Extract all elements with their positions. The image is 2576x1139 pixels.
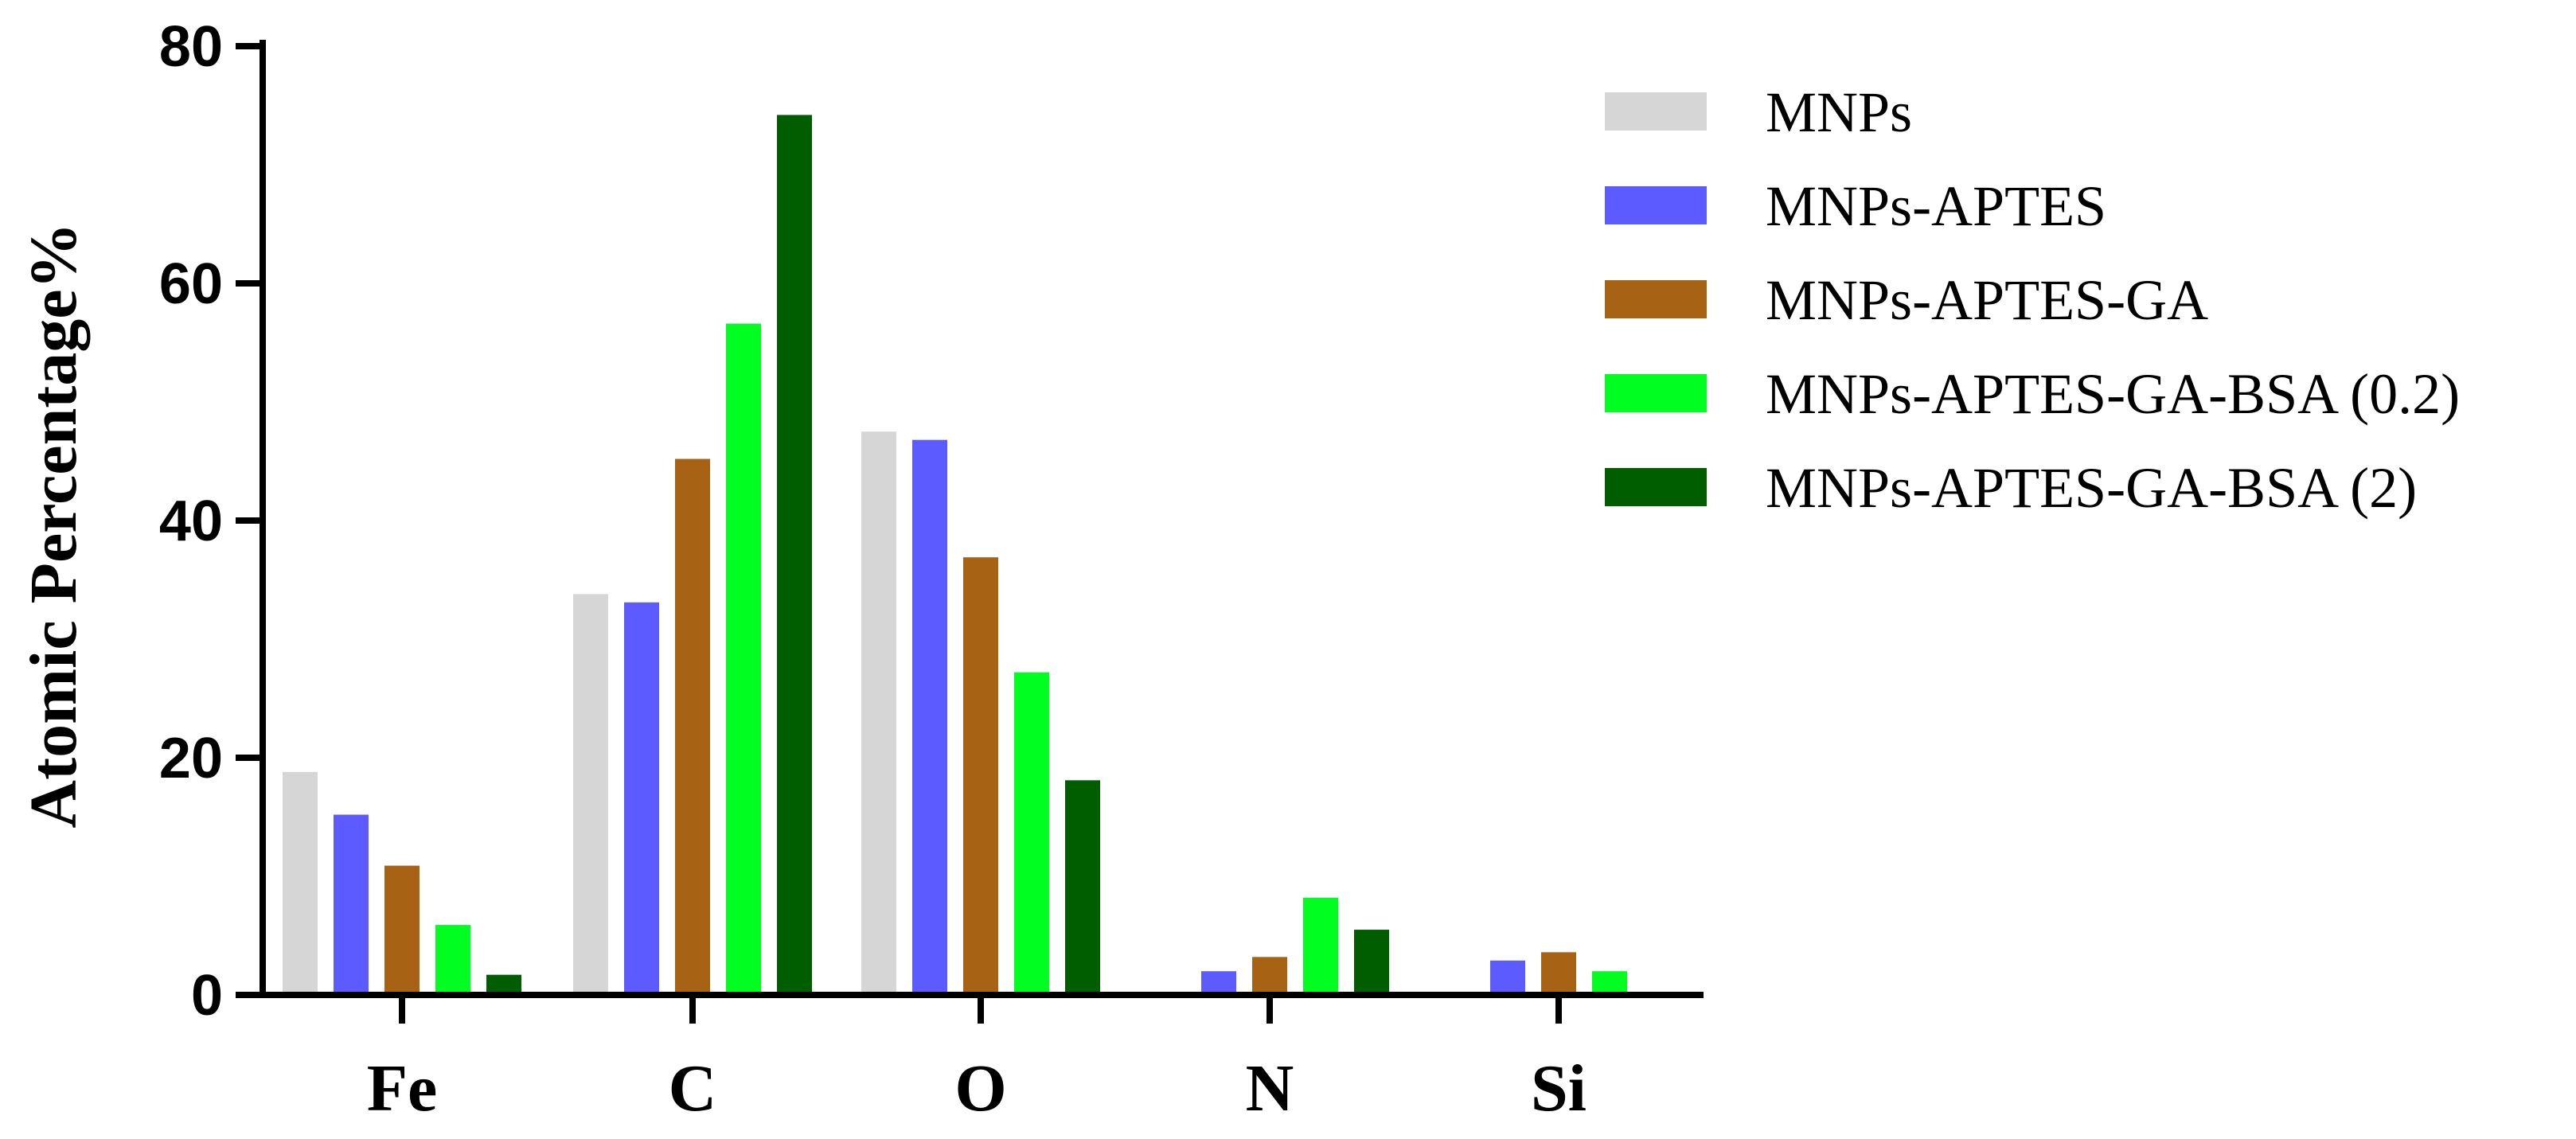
bar-fe-series-1 <box>283 771 318 995</box>
legend-label-1: MNPs <box>1766 80 1912 144</box>
bar-o-series-1 <box>861 431 896 995</box>
bars-layer <box>283 115 1627 995</box>
legend-swatch-1 <box>1605 92 1707 131</box>
x-tick-label-fe: Fe <box>367 1051 438 1125</box>
y-tick-label: 0 <box>191 964 223 1028</box>
bar-si-series-2 <box>1490 960 1525 995</box>
bar-c-series-5 <box>777 115 812 995</box>
x-tick-label-si: Si <box>1531 1051 1587 1125</box>
bar-c-series-2 <box>624 602 659 995</box>
bar-n-series-5 <box>1354 930 1389 995</box>
bar-si-series-3 <box>1541 952 1576 995</box>
bar-o-series-2 <box>912 439 947 995</box>
bar-n-series-3 <box>1252 957 1287 995</box>
legend-swatch-4 <box>1605 374 1707 412</box>
axes-layer: 0 20 40 60 80 Fe C O N Si <box>159 15 1704 1125</box>
legend-label-3: MNPs-APTES-GA <box>1766 268 2208 332</box>
bar-o-series-4 <box>1014 672 1049 995</box>
legend-label-4: MNPs-APTES-GA-BSA (0.2) <box>1766 362 2460 426</box>
y-tick-label: 60 <box>159 252 223 316</box>
legend-swatch-3 <box>1605 280 1707 318</box>
x-tick-label-n: N <box>1246 1051 1294 1125</box>
bar-fe-series-3 <box>384 865 420 995</box>
legend-swatch-2 <box>1605 186 1707 224</box>
legend-swatch-5 <box>1605 468 1707 506</box>
bar-n-series-4 <box>1303 897 1338 995</box>
y-tick-label: 80 <box>159 15 223 79</box>
bar-c-series-3 <box>675 458 710 995</box>
bar-o-series-5 <box>1065 780 1100 995</box>
bar-o-series-3 <box>963 557 998 995</box>
bar-fe-series-5 <box>486 974 521 995</box>
bar-fe-series-2 <box>334 814 369 995</box>
bar-c-series-1 <box>573 594 608 995</box>
x-tick-label-o: O <box>954 1051 1006 1125</box>
legend-label-2: MNPs-APTES <box>1766 174 2106 238</box>
y-axis-title: Atomic Percentage% <box>17 222 91 828</box>
y-tick-label: 40 <box>159 490 223 553</box>
bar-fe-series-4 <box>435 925 470 995</box>
bar-c-series-4 <box>726 323 761 995</box>
bar-si-series-4 <box>1592 971 1627 995</box>
x-tick-label-c: C <box>669 1051 717 1125</box>
bar-n-series-2 <box>1201 971 1236 995</box>
legend-label-5: MNPs-APTES-GA-BSA (2) <box>1766 456 2417 520</box>
y-tick-label: 20 <box>159 727 223 790</box>
legend: MNPs MNPs-APTES MNPs-APTES-GA MNPs-APTES-GA… <box>1605 80 2460 520</box>
